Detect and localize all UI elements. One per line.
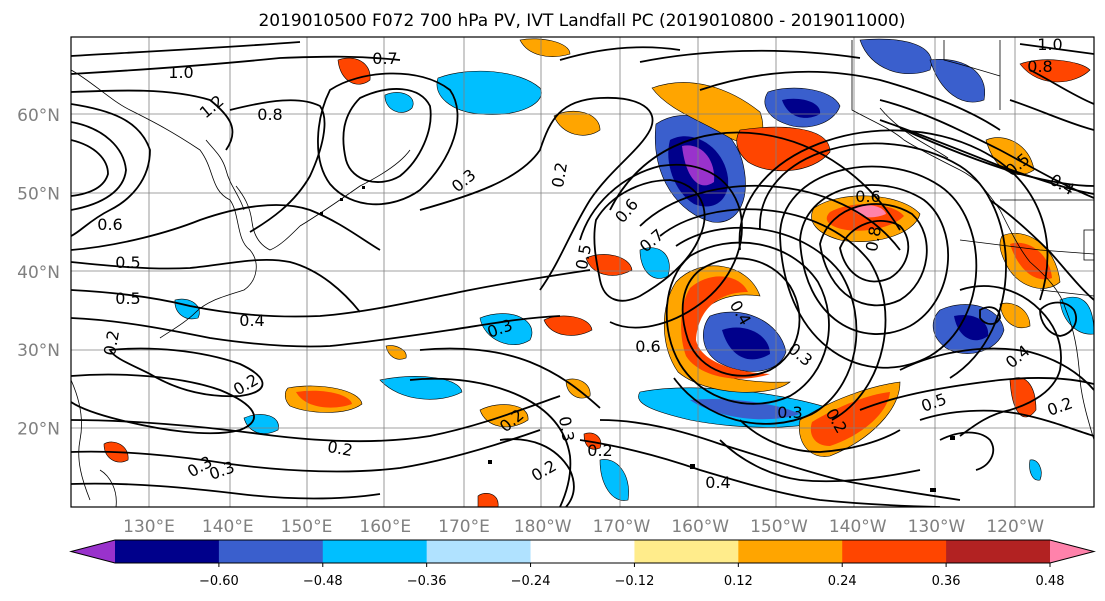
contour-label: 0.2: [587, 441, 612, 460]
colorbar-tick-label: −0.12: [615, 574, 655, 589]
colorbar-tick-label: −0.36: [407, 574, 447, 589]
colorbar-tick-label: 0.48: [1036, 574, 1065, 589]
negative-anomaly-central: [703, 311, 787, 372]
lat-tick-label: 60°N: [17, 106, 60, 126]
colorbar-swatch: [634, 540, 739, 563]
lon-tick-label: 130°E: [123, 517, 175, 537]
lon-tick-label: 160°E: [359, 517, 411, 537]
contour-label: 0.5: [115, 289, 140, 308]
lon-tick-label: 170°E: [438, 517, 490, 537]
contour-label: 0.5: [115, 253, 140, 272]
lon-tick-label: 170°W: [593, 517, 651, 537]
colorbar-swatch: [426, 540, 532, 563]
map-panel: 0.71.01.2 0.80.30.60.50.40.20.30.50.20.30…: [70, 35, 1095, 508]
colorbar-tick-label: −0.48: [303, 574, 343, 589]
colorbar-tick-label: 0.12: [724, 574, 753, 589]
negative-anomaly-subtropics: [174, 38, 1094, 501]
colorbar-swatch: [530, 540, 635, 563]
contour-label: 0.3: [777, 403, 802, 422]
lon-tick-label: 140°E: [202, 517, 254, 537]
contour-label: 0.7: [372, 49, 397, 68]
contour-label: 0.4: [239, 311, 264, 330]
colorbar-tick-label: −0.24: [511, 574, 551, 589]
contour-label: 0.6: [97, 215, 122, 234]
contour-label: 0.8: [1027, 57, 1052, 76]
contour-label: 0.2: [326, 437, 354, 460]
contour-label: 0.6: [635, 337, 660, 356]
colorbar-swatch: [842, 540, 947, 563]
lon-tick-label: 150°W: [750, 517, 808, 537]
lat-tick-label: 50°N: [17, 184, 60, 204]
pv-contours: [71, 41, 1094, 507]
figure-title: 2019010500 F072 700 hPa PV, IVT Landfall…: [258, 11, 905, 31]
lat-tick-label: 20°N: [17, 420, 60, 440]
colorbar: −0.60 −0.48 −0.36 −0.24 −0.12 0.12 0.24 0.36 0.4…: [69, 539, 1096, 589]
positive-anomaly-gulf: [337, 38, 831, 172]
map-frame: [70, 36, 1095, 508]
lon-tick-label: 120°W: [986, 517, 1044, 537]
lat-tick-label: 30°N: [17, 341, 60, 361]
negative-anomaly-nw: [384, 70, 542, 115]
lon-tick-label: 140°W: [829, 517, 887, 537]
longitude-tick-labels: 130°E 140°E 150°E 160°E 170°E 180°W 170°W 160°W…: [123, 517, 1044, 537]
contour-label: 0.3: [555, 415, 578, 443]
colorbar-tick-label: −0.60: [199, 574, 239, 589]
colorbar-swatch: [738, 540, 843, 563]
lat-tick-label: 40°N: [17, 263, 60, 283]
colorbar-tick-label: 0.36: [932, 574, 961, 589]
contour-label: 0.2: [100, 329, 123, 357]
colorbar-swatch: [322, 540, 428, 563]
contour-label: 0.6: [855, 187, 880, 206]
latitude-tick-labels: 60°N 50°N 40°N 30°N 20°N: [17, 106, 60, 440]
colorbar-swatch: [218, 540, 324, 563]
contour-label: 1.0: [168, 63, 193, 82]
contour-label: 0.8: [862, 225, 885, 253]
negative-anomaly-alaska: [764, 87, 841, 128]
lon-tick-label: 160°W: [671, 517, 729, 537]
small-features: [320, 186, 955, 492]
colorbar-extension-high: [1050, 540, 1094, 563]
colorbar-tick-label: 0.24: [828, 574, 857, 589]
colorbar-swatch: [115, 540, 220, 563]
lon-tick-label: 180°W: [514, 517, 572, 537]
lon-tick-label: 130°W: [908, 517, 966, 537]
colorbar-swatch: [946, 540, 1051, 563]
contour-label: 0.2: [548, 161, 571, 189]
contour-label: 1.0: [1037, 35, 1062, 54]
lon-tick-label: 150°E: [281, 517, 333, 537]
colorbar-extension-low: [71, 540, 115, 563]
contour-label: 0.5: [572, 243, 595, 271]
contour-label: 0.4: [705, 473, 730, 492]
contour-label: 0.8: [257, 105, 282, 124]
